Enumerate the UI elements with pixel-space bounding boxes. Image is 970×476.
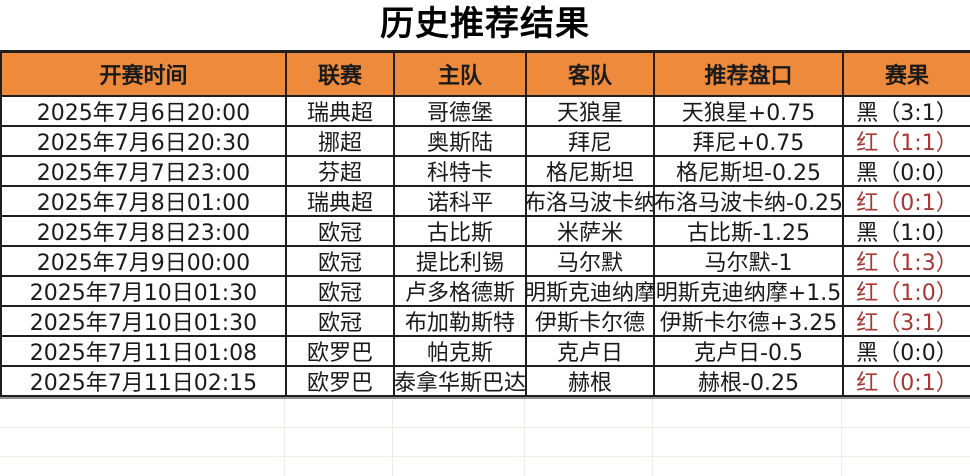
cell-handicap[interactable]: 伊斯卡尔德+3.25 bbox=[655, 307, 844, 337]
empty-cell[interactable] bbox=[525, 428, 653, 457]
cell-home[interactable]: 布加勒斯特 bbox=[395, 307, 527, 337]
cell-result[interactable]: 红（1:1） bbox=[844, 127, 970, 157]
empty-cell[interactable] bbox=[285, 399, 393, 428]
column-header-home[interactable]: 主队 bbox=[395, 53, 527, 97]
column-header-away[interactable]: 客队 bbox=[527, 53, 655, 97]
empty-cell[interactable] bbox=[842, 457, 970, 476]
cell-handicap[interactable]: 天狼星+0.75 bbox=[655, 97, 844, 127]
cell-result[interactable]: 红（1:3） bbox=[844, 247, 970, 277]
cell-handicap[interactable]: 明斯克迪纳摩+1.5 bbox=[655, 277, 844, 307]
column-header-result[interactable]: 赛果 bbox=[844, 53, 970, 97]
cell-time[interactable]: 2025年7月6日20:30 bbox=[2, 127, 287, 157]
cell-away[interactable]: 天狼星 bbox=[527, 97, 655, 127]
cell-time[interactable]: 2025年7月11日01:08 bbox=[2, 337, 287, 367]
cell-result[interactable]: 红（0:1） bbox=[844, 367, 970, 397]
cell-away[interactable]: 伊斯卡尔德 bbox=[527, 307, 655, 337]
cell-home[interactable]: 泰拿华斯巴达 bbox=[395, 367, 527, 397]
cell-league[interactable]: 欧罗巴 bbox=[287, 337, 395, 367]
cell-home[interactable]: 诺科平 bbox=[395, 187, 527, 217]
cell-result[interactable]: 红（3:1） bbox=[844, 307, 970, 337]
empty-cell[interactable] bbox=[393, 428, 525, 457]
cell-away[interactable]: 拜尼 bbox=[527, 127, 655, 157]
column-header-handicap[interactable]: 推荐盘口 bbox=[655, 53, 844, 97]
empty-cell[interactable] bbox=[653, 399, 842, 428]
cell-handicap[interactable]: 克卢日-0.5 bbox=[655, 337, 844, 367]
cell-league[interactable]: 芬超 bbox=[287, 157, 395, 187]
cell-time[interactable]: 2025年7月11日02:15 bbox=[2, 367, 287, 397]
empty-grid-rows bbox=[0, 399, 970, 476]
cell-away[interactable]: 米萨米 bbox=[527, 217, 655, 247]
empty-cell[interactable] bbox=[393, 457, 525, 476]
empty-cell[interactable] bbox=[393, 399, 525, 428]
empty-cell[interactable] bbox=[0, 457, 285, 476]
cell-away[interactable]: 马尔默 bbox=[527, 247, 655, 277]
empty-cell[interactable] bbox=[525, 399, 653, 428]
cell-result[interactable]: 红（0:1） bbox=[844, 187, 970, 217]
column-header-league[interactable]: 联赛 bbox=[287, 53, 395, 97]
cell-away[interactable]: 克卢日 bbox=[527, 337, 655, 367]
cell-league[interactable]: 欧冠 bbox=[287, 277, 395, 307]
cell-away[interactable]: 布洛马波卡纳 bbox=[527, 187, 655, 217]
cell-time[interactable]: 2025年7月10日01:30 bbox=[2, 307, 287, 337]
cell-time[interactable]: 2025年7月6日20:00 bbox=[2, 97, 287, 127]
results-table: 开赛时间 联赛 主队 客队 推荐盘口 赛果 2025年7月6日20:00 瑞典超 哥德堡 天狼星天… bbox=[0, 50, 970, 397]
cell-result[interactable]: 黑（3:1） bbox=[844, 97, 970, 127]
table-bottom-divider bbox=[0, 397, 970, 399]
cell-time[interactable]: 2025年7月7日23:00 bbox=[2, 157, 287, 187]
cell-handicap[interactable]: 拜尼+0.75 bbox=[655, 127, 844, 157]
cell-time[interactable]: 2025年7月8日01:00 bbox=[2, 187, 287, 217]
cell-away[interactable]: 明斯克迪纳摩 bbox=[527, 277, 655, 307]
empty-cell[interactable] bbox=[285, 428, 393, 457]
cell-league[interactable]: 挪超 bbox=[287, 127, 395, 157]
empty-cell[interactable] bbox=[653, 457, 842, 476]
page-title: 历史推荐结果 bbox=[380, 4, 590, 44]
empty-cell[interactable] bbox=[525, 457, 653, 476]
column-header-time[interactable]: 开赛时间 bbox=[2, 53, 287, 97]
cell-home[interactable]: 科特卡 bbox=[395, 157, 527, 187]
cell-home[interactable]: 卢多格德斯 bbox=[395, 277, 527, 307]
cell-league[interactable]: 欧冠 bbox=[287, 217, 395, 247]
cell-handicap[interactable]: 马尔默-1 bbox=[655, 247, 844, 277]
cell-league[interactable]: 欧罗巴 bbox=[287, 367, 395, 397]
cell-home[interactable]: 帕克斯 bbox=[395, 337, 527, 367]
empty-cell[interactable] bbox=[653, 428, 842, 457]
cell-result[interactable]: 红（1:0） bbox=[844, 277, 970, 307]
cell-time[interactable]: 2025年7月8日23:00 bbox=[2, 217, 287, 247]
cell-handicap[interactable]: 古比斯-1.25 bbox=[655, 217, 844, 247]
empty-cell[interactable] bbox=[0, 399, 285, 428]
cell-handicap[interactable]: 布洛马波卡纳-0.25 bbox=[655, 187, 844, 217]
cell-league[interactable]: 瑞典超 bbox=[287, 97, 395, 127]
empty-cell[interactable] bbox=[285, 457, 393, 476]
cell-result[interactable]: 黑（0:0） bbox=[844, 157, 970, 187]
cell-result[interactable]: 黑（0:0） bbox=[844, 337, 970, 367]
empty-cell[interactable] bbox=[842, 428, 970, 457]
cell-home[interactable]: 提比利锡 bbox=[395, 247, 527, 277]
cell-time[interactable]: 2025年7月9日00:00 bbox=[2, 247, 287, 277]
empty-cell[interactable] bbox=[842, 399, 970, 428]
cell-home[interactable]: 哥德堡 bbox=[395, 97, 527, 127]
cell-handicap[interactable]: 赫根-0.25 bbox=[655, 367, 844, 397]
cell-league[interactable]: 欧冠 bbox=[287, 307, 395, 337]
cell-result[interactable]: 黑（1:0） bbox=[844, 217, 970, 247]
cell-home[interactable]: 古比斯 bbox=[395, 217, 527, 247]
cell-away[interactable]: 赫根 bbox=[527, 367, 655, 397]
cell-home[interactable]: 奥斯陆 bbox=[395, 127, 527, 157]
cell-time[interactable]: 2025年7月10日01:30 bbox=[2, 277, 287, 307]
cell-handicap[interactable]: 格尼斯坦-0.25 bbox=[655, 157, 844, 187]
cell-away[interactable]: 格尼斯坦 bbox=[527, 157, 655, 187]
cell-league[interactable]: 欧冠 bbox=[287, 247, 395, 277]
empty-cell[interactable] bbox=[0, 428, 285, 457]
cell-league[interactable]: 瑞典超 bbox=[287, 187, 395, 217]
